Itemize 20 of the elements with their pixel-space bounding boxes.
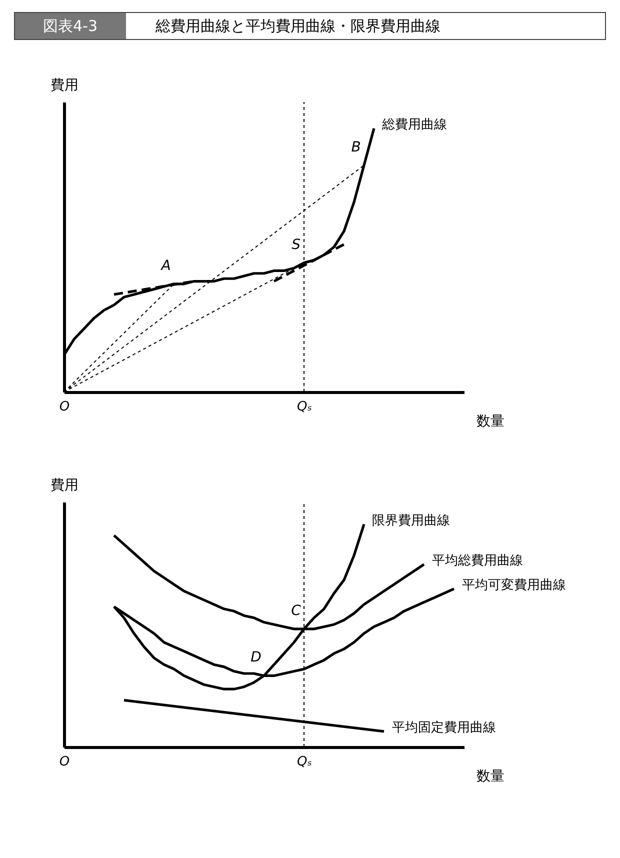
series-label: 総費用曲線 bbox=[381, 117, 447, 132]
x-axis-title: 数量 bbox=[476, 768, 504, 784]
x-tick-label: Qₛ bbox=[296, 754, 312, 770]
series-label: B bbox=[351, 139, 361, 156]
series-label: 平均総費用曲線 bbox=[432, 553, 523, 568]
annotation: C bbox=[291, 602, 302, 619]
x-tick-label: O bbox=[59, 754, 70, 770]
y-axis-title: 費用 bbox=[50, 78, 78, 94]
y-axis-title: 費用 bbox=[50, 478, 78, 494]
chart-title: 総費用曲線と平均費用曲線・限界費用曲線 bbox=[154, 16, 440, 36]
series-label: 限界費用曲線 bbox=[372, 513, 450, 528]
series-label: 平均固定費用曲線 bbox=[392, 720, 496, 736]
chart-subtitle: 図表4-3 bbox=[15, 13, 126, 39]
series-label: 平均可変費用曲線 bbox=[462, 576, 566, 593]
x-axis-title: 数量 bbox=[476, 414, 504, 430]
series-label: A bbox=[160, 258, 171, 274]
series-label: S bbox=[292, 236, 301, 253]
x-tick-label: Qₛ bbox=[296, 400, 312, 414]
annotation: D bbox=[250, 650, 262, 666]
x-tick-label: O bbox=[59, 400, 70, 414]
